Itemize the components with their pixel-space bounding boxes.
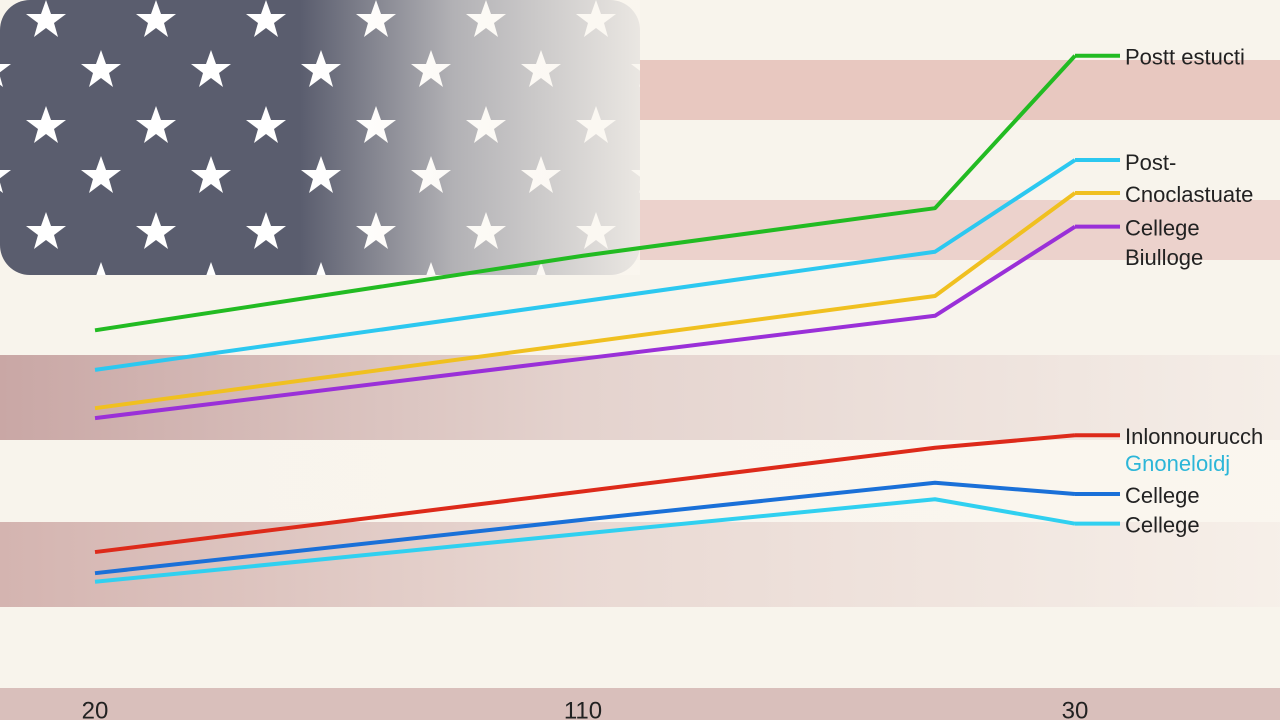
series-line (94, 224, 1077, 421)
series-label: Postt estucti (1125, 45, 1245, 70)
series-label: Cnoclastuate (1125, 182, 1253, 207)
x-tick-label: 20 (82, 697, 109, 720)
series-label: Inlonnourucch (1125, 424, 1263, 449)
x-tick-label: 110 (564, 697, 602, 720)
series-line (94, 433, 1076, 555)
annotation: Gnoneloidj (1125, 451, 1230, 476)
series-label: Post- (1125, 150, 1176, 175)
annotation: Biulloge (1125, 245, 1203, 270)
series-label: Cellege (1125, 215, 1200, 240)
series-line (94, 497, 1076, 584)
series-label: Cellege (1125, 483, 1200, 508)
x-tick-label: 30 (1062, 697, 1089, 720)
series-line (94, 54, 1077, 333)
series-label: Cellege (1125, 512, 1200, 537)
series-line (94, 480, 1076, 576)
series-line (94, 158, 1077, 372)
series-line (94, 191, 1077, 411)
